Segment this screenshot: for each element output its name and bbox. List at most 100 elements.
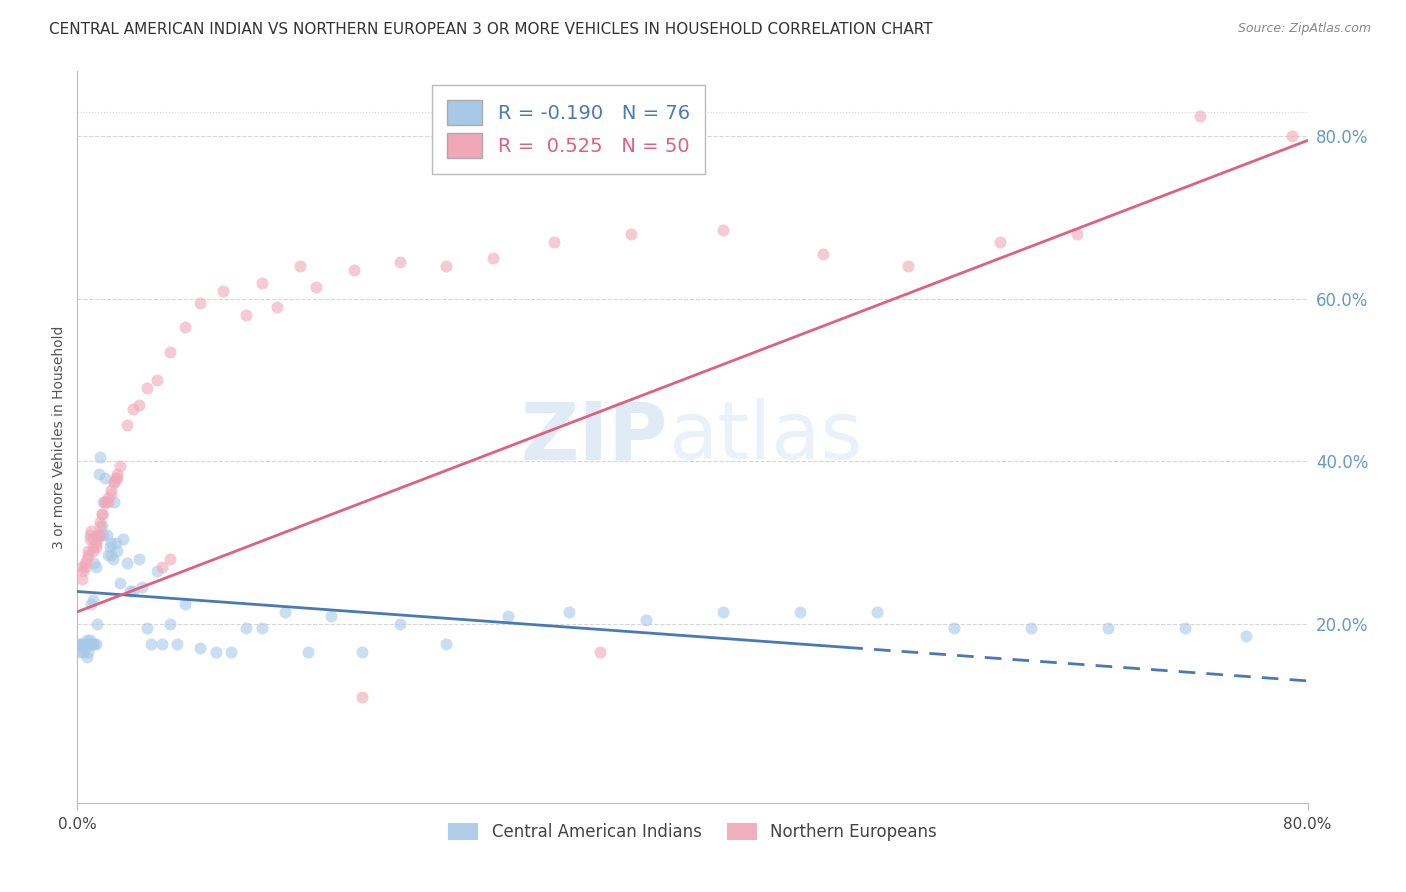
Point — [76, 637, 98, 651]
Point — [89, 450, 111, 465]
Point — [77, 544, 100, 558]
Point — [82, 637, 104, 651]
Point — [69, 637, 91, 651]
Point — [90, 508, 114, 522]
Text: Source: ZipAtlas.com: Source: ZipAtlas.com — [1237, 22, 1371, 36]
Y-axis label: 3 or more Vehicles in Household: 3 or more Vehicles in Household — [52, 326, 66, 549]
Point — [100, 483, 122, 497]
Point — [110, 458, 132, 473]
Point — [274, 605, 297, 619]
Point — [83, 637, 105, 651]
Point — [72, 564, 94, 578]
Point — [121, 401, 143, 416]
Point — [319, 608, 342, 623]
Point — [115, 556, 138, 570]
Point — [305, 279, 328, 293]
Point — [101, 552, 124, 566]
Point — [104, 471, 127, 485]
Point — [389, 255, 412, 269]
Point — [188, 641, 212, 656]
Point — [105, 544, 128, 558]
Point — [121, 584, 143, 599]
Point — [80, 524, 103, 538]
Point — [159, 344, 181, 359]
Point — [250, 621, 273, 635]
Point — [103, 475, 125, 489]
Point — [73, 637, 96, 651]
Point — [80, 597, 103, 611]
Point — [90, 519, 114, 533]
Point — [84, 535, 107, 549]
Point — [436, 637, 458, 651]
Point — [297, 645, 319, 659]
Point — [84, 540, 107, 554]
Point — [212, 284, 235, 298]
Point — [104, 535, 127, 549]
Point — [159, 552, 181, 566]
Point — [97, 548, 120, 562]
Point — [79, 637, 101, 651]
Text: ZIP: ZIP — [520, 398, 668, 476]
Point — [82, 592, 104, 607]
Point — [86, 532, 108, 546]
Point — [235, 308, 257, 322]
Point — [83, 556, 105, 570]
Point — [89, 527, 111, 541]
Point — [866, 605, 889, 619]
Point — [70, 572, 93, 586]
Point — [70, 637, 93, 651]
Point — [86, 617, 108, 632]
Point — [112, 532, 135, 546]
Point — [90, 508, 114, 522]
Point — [589, 645, 612, 659]
Point — [77, 548, 100, 562]
Point — [131, 581, 153, 595]
Point — [789, 605, 811, 619]
Point — [100, 548, 122, 562]
Point — [146, 373, 169, 387]
Point — [174, 597, 197, 611]
Point — [1097, 621, 1119, 635]
Point — [94, 495, 117, 509]
Point — [76, 552, 98, 566]
Point — [1281, 129, 1303, 144]
Point — [97, 491, 120, 505]
Point — [94, 495, 117, 509]
Point — [115, 417, 138, 432]
Point — [67, 637, 90, 651]
Point — [79, 527, 101, 541]
Point — [811, 247, 834, 261]
Point — [128, 552, 150, 566]
Point — [188, 296, 212, 310]
Point — [250, 276, 273, 290]
Point — [98, 540, 121, 554]
Point — [146, 564, 169, 578]
Point — [73, 641, 96, 656]
Point — [89, 519, 111, 533]
Point — [93, 527, 115, 541]
Point — [89, 516, 111, 530]
Point — [79, 633, 101, 648]
Point — [105, 467, 128, 481]
Point — [1174, 621, 1197, 635]
Point — [159, 617, 181, 632]
Point — [87, 527, 110, 541]
Point — [235, 621, 257, 635]
Point — [70, 560, 93, 574]
Point — [76, 633, 98, 648]
Point — [1066, 227, 1088, 241]
Point — [897, 260, 920, 274]
Point — [166, 637, 188, 651]
Point — [141, 637, 163, 651]
Point — [72, 645, 94, 659]
Point — [350, 645, 373, 659]
Point — [82, 532, 104, 546]
Point — [1234, 629, 1257, 643]
Point — [93, 495, 115, 509]
Point — [110, 576, 132, 591]
Point — [87, 467, 110, 481]
Point — [1188, 109, 1211, 123]
Point — [103, 475, 125, 489]
Point — [103, 495, 125, 509]
Text: CENTRAL AMERICAN INDIAN VS NORTHERN EUROPEAN 3 OR MORE VEHICLES IN HOUSEHOLD COR: CENTRAL AMERICAN INDIAN VS NORTHERN EURO… — [49, 22, 932, 37]
